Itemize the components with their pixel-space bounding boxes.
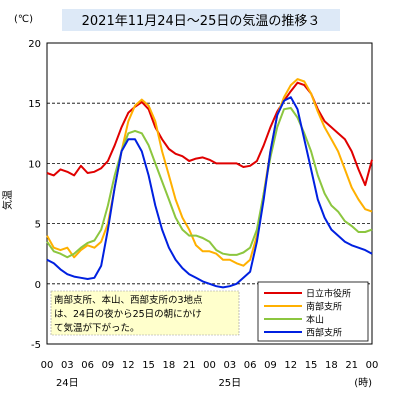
series-line-3 xyxy=(46,107,373,259)
y-tick-label: -5 xyxy=(31,340,41,351)
x-tick-label: 06 xyxy=(244,360,257,371)
series-line-4 xyxy=(46,96,373,289)
x-tick-label: 15 xyxy=(142,360,155,371)
annotation-line-2: は、24日の夜から25日の朝にかけ xyxy=(54,308,202,320)
series-line-2 xyxy=(46,78,373,267)
x-tick-label: 21 xyxy=(345,360,358,371)
y-unit-label: (℃) xyxy=(14,14,33,25)
day-labels: 24日 25日 xyxy=(56,378,241,389)
annotation-box xyxy=(50,290,240,336)
y-tick-label: 0 xyxy=(35,280,41,291)
annotation: 南部支所、本山、西部支所の3地点 は、24日の夜から25日の朝にかけ て気温が下… xyxy=(50,290,240,336)
x-tick-label: 09 xyxy=(264,360,277,371)
x-ticks: 00 03 06 09 12 15 18 21 00 03 06 09 12 15 18 21 00 xyxy=(41,360,379,371)
legend-label: 本山 xyxy=(306,314,324,326)
y-tick-label: 5 xyxy=(35,220,41,231)
x-tick-label: 00 xyxy=(41,360,54,371)
legend-label: 日立市役所 xyxy=(306,288,351,300)
x-tick-label: 00 xyxy=(366,360,379,371)
x-tick-label: 00 xyxy=(203,360,216,371)
x-tick-label: 12 xyxy=(284,360,297,371)
y-ticks: -5 0 5 10 15 20 xyxy=(28,39,41,351)
legend-label: 西部支所 xyxy=(306,327,342,339)
annotation-line-3: て気温が下がった。 xyxy=(54,322,140,334)
y-tick-label: 15 xyxy=(28,99,41,110)
chart-title: 2021年11月24日～25日の気温の推移３ xyxy=(82,13,321,29)
x-tick-label: 15 xyxy=(305,360,318,371)
x-tick-label: 18 xyxy=(325,360,338,371)
x-tick-label: 09 xyxy=(102,360,115,371)
time-unit-label: (時) xyxy=(354,377,372,389)
y-tick-label: 10 xyxy=(28,159,41,170)
y-axis-label: 気温 xyxy=(1,190,14,210)
annotation-line-1: 南部支所、本山、西部支所の3地点 xyxy=(54,294,203,306)
x-tick-label: 03 xyxy=(61,360,74,371)
day-label: 24日 xyxy=(56,378,79,389)
x-tick-label: 03 xyxy=(223,360,236,371)
title-band xyxy=(62,9,340,31)
x-tick-label: 06 xyxy=(81,360,94,371)
y-tick-label: 20 xyxy=(28,39,41,50)
series-lines xyxy=(46,78,373,289)
day-label: 25日 xyxy=(218,378,241,389)
x-tick-label: 12 xyxy=(122,360,135,371)
x-tick-label: 21 xyxy=(183,360,196,371)
x-tick-label: 18 xyxy=(163,360,176,371)
legend-label: 南部支所 xyxy=(306,301,342,313)
